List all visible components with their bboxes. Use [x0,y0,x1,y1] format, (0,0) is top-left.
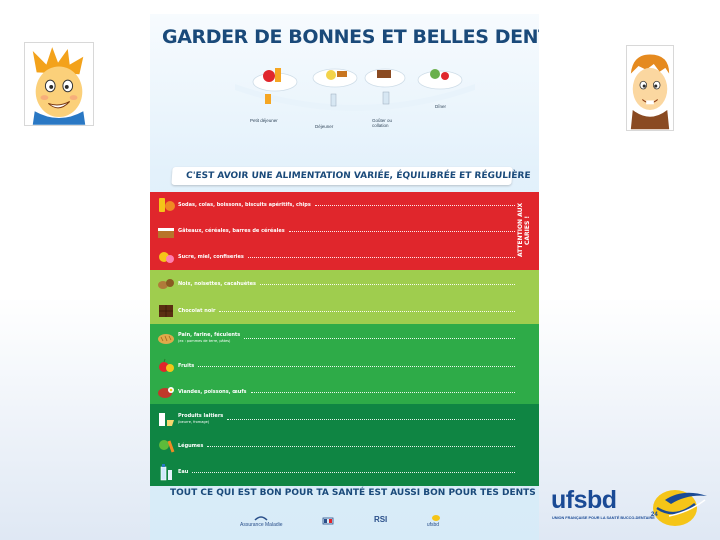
page-number: 24 [651,512,658,518]
row-dotted-line [244,337,515,339]
partner-logo-rsi: RSI [373,515,388,525]
meal-label-breakfast: Petit déjeuner [250,118,278,123]
attention-caries-warning: ATTENTION AUX CARIES ! [517,202,531,258]
cartoon-boy-right-image [626,45,674,131]
row-dotted-line [250,391,515,393]
cartoon-face-icon [25,43,93,125]
row-dotted-line [192,471,515,473]
food-row-label: Légumes [178,442,204,449]
smile-swoosh-icon [653,490,707,526]
food-band-green: Pain, farine, féculents (ex : pommes de t… [150,324,539,404]
food-row-label: Chocolat noir [178,307,216,314]
food-row-label: Pain, farine, féculents (ex : pommes de t… [178,332,241,343]
food-row: Produits laitiers (beurre, fromage) [150,404,539,434]
food-band-red: Sodas, colas, boissons, biscuits apériti… [150,192,539,270]
food-row: Fruits [150,352,539,380]
food-band-dark-green: Produits laitiers (beurre, fromage) Légum… [150,404,539,486]
food-row: Eau [150,458,539,486]
meal-label-dinner: Dîner [435,104,447,109]
cartoon-face-icon [627,46,673,130]
food-row: Noix, noisettes, cacahuètes [150,270,539,298]
nuts-icon [154,274,178,294]
cartoon-boy-left-image [24,42,94,126]
food-row: Pain, farine, féculents (ex : pommes de t… [150,324,539,352]
partner-logos: Assurance Maladie RSI ufsbd [240,512,440,530]
partner-logo-ministry [321,517,335,526]
ufsbd-wordmark: ufsbd [551,486,617,514]
meat-icon [154,382,178,402]
food-row-label: Sucre, miel, confiseries [178,253,244,260]
bread-icon [154,328,178,348]
candy-icon [154,247,178,267]
food-row-label: Viandes, poissons, œufs [178,388,247,395]
partner-logo-assurance-maladie: Assurance Maladie [240,514,283,529]
food-row-label: Noix, noisettes, cacahuètes [178,280,257,287]
chocolate-icon [154,301,178,321]
food-band-light-green: Noix, noisettes, cacahuètes Chocolat noi… [150,270,539,324]
poster-footer-slogan: TOUT CE QUI EST BON POUR TA SANTÉ EST AU… [170,488,536,498]
poster-title: GARDER DE BONNES ET BELLES DENTS [162,26,539,48]
food-row: Viandes, poissons, œufs [150,380,539,404]
food-row: Sucre, miel, confiseries [150,244,539,270]
meal-clock-illustration [235,68,475,111]
ufsbd-tagline: UNION FRANÇAISE POUR LA SANTÉ BUCCO-DENT… [552,516,655,520]
food-row: Sodas, colas, boissons, biscuits apériti… [150,192,539,218]
soda-icon [154,195,178,215]
row-dotted-line [227,418,515,420]
food-row-label: Produits laitiers (beurre, fromage) [178,413,224,424]
fruit-icon [154,356,178,376]
row-dotted-line [260,283,515,285]
food-row-label: Eau [178,468,189,475]
partner-logo-ufsbd-small: ufsbd [426,514,440,529]
food-row-label: Fruits [178,362,195,369]
row-dotted-line [247,256,515,258]
food-row-label: Gâteaux, céréales, barres de céréales [178,227,285,234]
ufsbd-logo: ufsbd UNION FRANÇAISE POUR LA SANTÉ BUCC… [551,486,709,528]
food-frequency-bands: Sodas, colas, boissons, biscuits apériti… [150,192,539,486]
vegetable-icon [154,436,178,456]
row-dotted-line [314,204,515,206]
dairy-icon [154,409,178,429]
food-row: Chocolat noir [150,298,539,324]
dental-health-poster: GARDER DE BONNES ET BELLES DENTS Petit d… [150,14,539,540]
meal-label-lunch: Déjeuner [315,124,334,129]
balanced-diet-banner: C'EST AVOIR UNE ALIMENTATION VARIÉE, ÉQU… [171,167,531,185]
row-dotted-line [198,365,515,367]
row-dotted-line [219,310,515,312]
row-dotted-line [207,445,515,447]
food-row: Légumes [150,434,539,458]
row-dotted-line [288,230,515,232]
food-row-label: Sodas, colas, boissons, biscuits apériti… [178,201,311,208]
cake-icon [154,221,178,241]
food-row: Gâteaux, céréales, barres de céréales [150,218,539,244]
water-bottle-icon [154,462,178,482]
meal-label-snack: Goûter ou collation [372,118,393,128]
